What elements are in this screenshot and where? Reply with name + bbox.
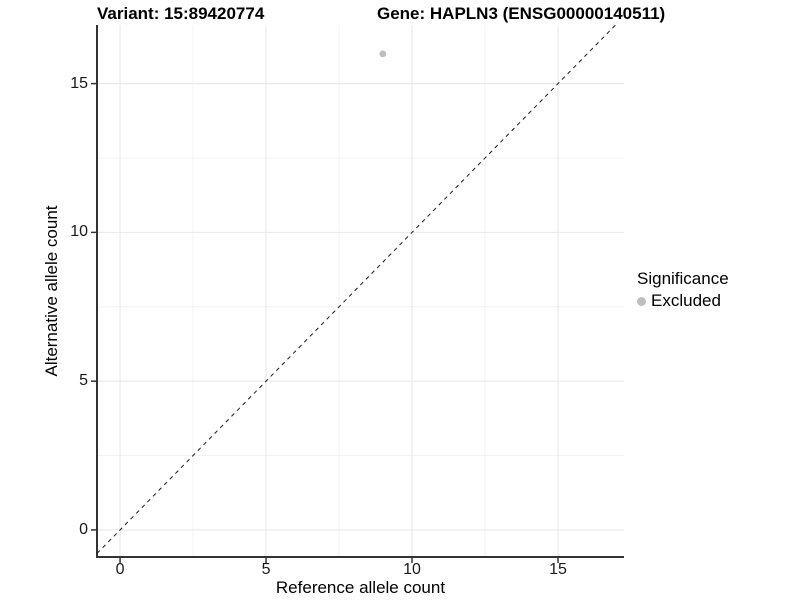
- x-tick-label-15: 15: [549, 561, 567, 578]
- legend: Significance Excluded: [637, 268, 729, 312]
- data-point: [379, 50, 387, 58]
- identity-line: [96, 24, 616, 554]
- y-tick-label-15: 15: [70, 74, 88, 92]
- x-tick-label-0: 0: [115, 561, 125, 578]
- x-tick-label-10: 10: [403, 561, 421, 578]
- x-axis-title: Reference allele count: [275, 578, 446, 597]
- y-tick-label-0: 0: [79, 520, 88, 538]
- legend-item-excluded: Excluded: [637, 290, 729, 312]
- y-tick-label-10: 10: [70, 223, 88, 241]
- legend-item-label: Excluded: [651, 291, 721, 310]
- plot-title-variant: Variant: 15:89420774: [97, 4, 265, 23]
- legend-point-icon: [637, 296, 646, 306]
- x-tick-label-5: 5: [261, 561, 271, 578]
- legend-items: Excluded: [637, 290, 729, 312]
- plot-title-gene: Gene: HAPLN3 (ENSG00000140511): [377, 4, 666, 23]
- y-tick-label-5: 5: [79, 372, 88, 390]
- legend-title: Significance: [637, 269, 729, 288]
